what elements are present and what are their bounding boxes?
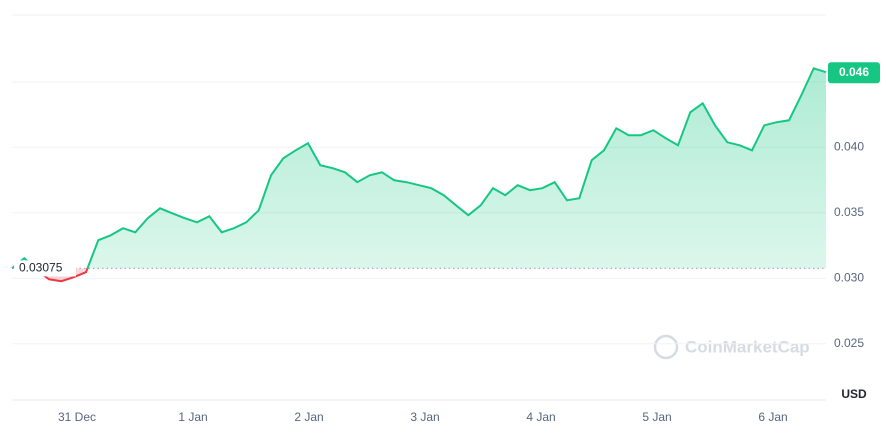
- y-tick-label: 0.040: [834, 139, 864, 153]
- y-tick-label: 0.025: [834, 336, 864, 350]
- y-axis-label: USD: [841, 387, 867, 401]
- x-tick-label: 31 Dec: [58, 410, 96, 424]
- last-price-badge: [828, 62, 880, 84]
- last-price-label: 0.046: [839, 65, 869, 79]
- price-area: [12, 68, 826, 269]
- y-tick-label: 0.035: [834, 205, 864, 219]
- x-tick-label: 1 Jan: [178, 410, 207, 424]
- price-line: [11, 67, 827, 269]
- baseline-label-bg: [14, 260, 76, 277]
- watermark: CoinMarketCap: [653, 334, 810, 360]
- x-tick-label: 2 Jan: [294, 410, 323, 424]
- watermark-text: CoinMarketCap: [685, 337, 810, 356]
- x-tick-label: 4 Jan: [526, 410, 555, 424]
- x-tick-label: 6 Jan: [758, 410, 787, 424]
- x-tick-label: 5 Jan: [642, 410, 671, 424]
- y-tick-label: 0.030: [834, 270, 864, 284]
- x-tick-label: 3 Jan: [410, 410, 439, 424]
- baseline-label: 0.03075: [19, 261, 63, 275]
